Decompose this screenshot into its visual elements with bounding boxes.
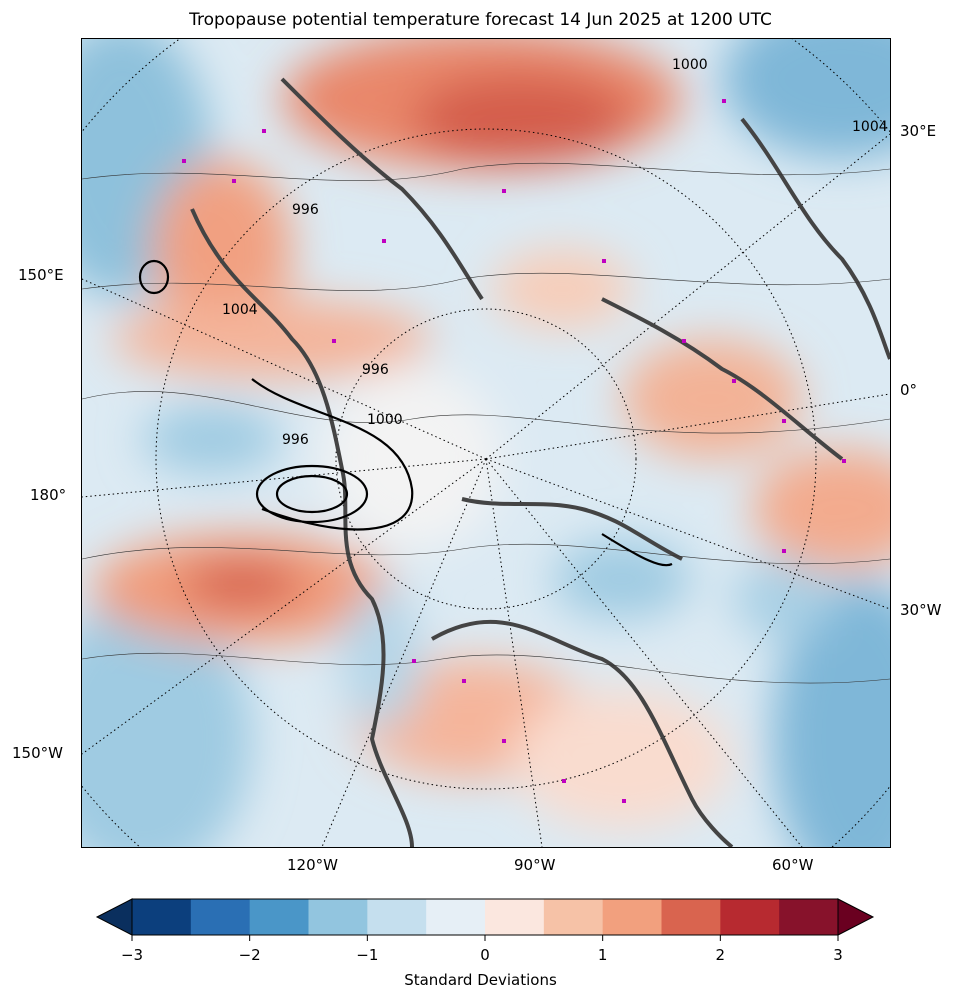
contour-label: 996 [362,362,389,378]
colorbar-tick-label: 2 [715,946,726,964]
contour-label: 996 [282,432,309,448]
colorbar-cell [190,899,251,935]
colorbar-ticks [131,935,839,941]
map-panel[interactable]: 996 1000 1004 996 1000 1004 996 [81,38,891,848]
colorbar-tick-label: 3 [833,946,843,964]
contour-label: 1004 [852,119,888,135]
colorbar-cell [485,899,545,935]
lon-label-90w: 90°W [514,856,556,874]
height-contours [82,162,890,684]
colorbar-over-triangle [837,898,875,936]
station-markers [182,99,846,803]
anomaly-shading [82,39,890,847]
colorbar-label: Standard Deviations [404,971,557,989]
colorbar-cell [367,899,427,935]
contour-label: 1004 [222,302,258,318]
lon-label-30e: 30°E [900,122,937,140]
lon-label-120w: 120°W [287,856,338,874]
colorbar-cell [661,899,721,935]
colorbar-cell [602,899,662,935]
colorbar-cell [308,899,368,935]
colorbar-tick-label: 0 [480,946,490,964]
lon-label-30w: 30°W [900,601,942,619]
colorbar-cell [249,899,309,935]
colorbar-tick-label: 1 [597,946,608,964]
colorbar-cell [132,899,192,935]
contour-label: 1000 [367,412,403,428]
lon-label-180: 180° [30,486,67,504]
contour-labels: 996 1000 1004 996 1000 1004 996 [222,57,888,448]
colorbar-cell [779,899,839,935]
pressure-contours [138,259,673,567]
lon-label-150e: 150°E [18,266,64,284]
colorbar-tick-label: −1 [356,946,379,964]
colorbar-cell [720,899,780,935]
lon-label-60w: 60°W [772,856,814,874]
map-title: Tropopause potential temperature forecas… [189,10,772,30]
lon-label-150w: 150°W [12,744,63,762]
contour-label: 996 [292,202,319,218]
coastlines [190,77,890,847]
colorbar-cell [543,899,604,935]
colorbar-under-triangle [95,898,133,936]
lon-label-0: 0° [900,381,918,399]
graticule [82,39,890,847]
colorbar [95,898,875,941]
map-field: 996 1000 1004 996 1000 1004 996 [82,39,890,847]
colorbar-tick-label: −2 [238,946,261,964]
colorbar-cell [426,899,486,935]
colorbar-tick-label: −3 [120,946,144,964]
colorbar-cells [132,899,839,935]
contour-label: 1000 [672,57,708,73]
